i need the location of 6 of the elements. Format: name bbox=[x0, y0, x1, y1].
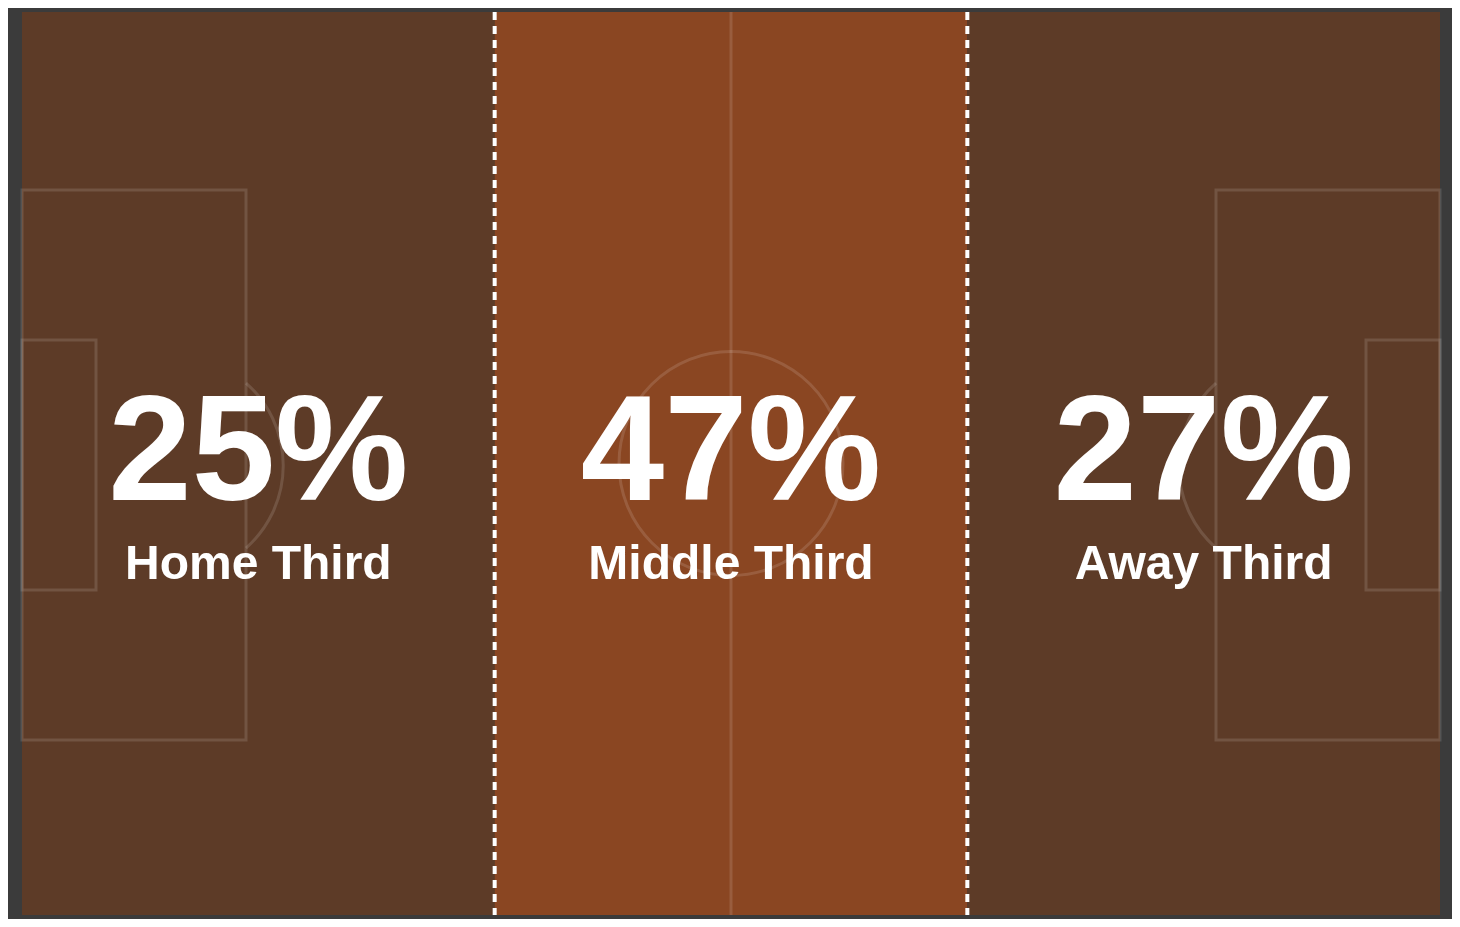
data-label: 25% bbox=[107, 364, 410, 532]
data-label: 27% bbox=[1052, 364, 1355, 532]
category-label: Away Third bbox=[1073, 535, 1334, 591]
category-label: Middle Third bbox=[587, 535, 875, 591]
data-label: 47% bbox=[579, 364, 883, 532]
category-label: Home Third bbox=[124, 535, 393, 591]
